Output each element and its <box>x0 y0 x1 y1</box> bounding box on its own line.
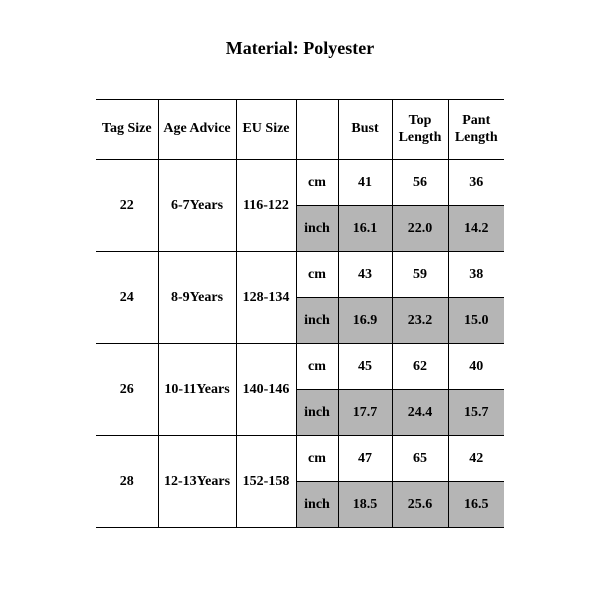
cell-bust-cm: 43 <box>338 252 392 298</box>
cell-pant-cm: 38 <box>448 252 504 298</box>
col-tag: Tag Size <box>96 100 158 160</box>
cell-bust-cm: 47 <box>338 436 392 482</box>
cell-top-inch: 23.2 <box>392 298 448 344</box>
cell-top-cm: 59 <box>392 252 448 298</box>
col-unit <box>296 100 338 160</box>
cell-bust-inch: 16.9 <box>338 298 392 344</box>
table-row: 22 6-7Years 116-122 cm 41 56 36 <box>96 160 504 206</box>
cell-top-inch: 22.0 <box>392 206 448 252</box>
size-table: Tag Size Age Advice EU Size Bust Top Len… <box>96 99 504 528</box>
cell-eu: 140-146 <box>236 344 296 436</box>
cell-unit-cm: cm <box>296 252 338 298</box>
header-row: Tag Size Age Advice EU Size Bust Top Len… <box>96 100 504 160</box>
page-title: Material: Polyester <box>0 38 600 59</box>
cell-tag: 28 <box>96 436 158 528</box>
cell-pant-inch: 14.2 <box>448 206 504 252</box>
cell-bust-inch: 17.7 <box>338 390 392 436</box>
cell-unit-cm: cm <box>296 436 338 482</box>
cell-pant-inch: 15.0 <box>448 298 504 344</box>
cell-top-cm: 65 <box>392 436 448 482</box>
page: Material: Polyester Tag Size Age Advice … <box>0 0 600 600</box>
cell-eu: 152-158 <box>236 436 296 528</box>
col-eu: EU Size <box>236 100 296 160</box>
cell-unit-inch: inch <box>296 482 338 528</box>
cell-age: 8-9Years <box>158 252 236 344</box>
cell-tag: 24 <box>96 252 158 344</box>
table-row: 28 12-13Years 152-158 cm 47 65 42 <box>96 436 504 482</box>
cell-unit-cm: cm <box>296 344 338 390</box>
cell-pant-cm: 36 <box>448 160 504 206</box>
col-pant: Pant Length <box>448 100 504 160</box>
cell-unit-inch: inch <box>296 206 338 252</box>
cell-pant-inch: 16.5 <box>448 482 504 528</box>
cell-age: 10-11Years <box>158 344 236 436</box>
cell-unit-cm: cm <box>296 160 338 206</box>
table-row: 26 10-11Years 140-146 cm 45 62 40 <box>96 344 504 390</box>
cell-unit-inch: inch <box>296 390 338 436</box>
cell-tag: 26 <box>96 344 158 436</box>
cell-age: 6-7Years <box>158 160 236 252</box>
table-row: 24 8-9Years 128-134 cm 43 59 38 <box>96 252 504 298</box>
cell-tag: 22 <box>96 160 158 252</box>
cell-pant-inch: 15.7 <box>448 390 504 436</box>
cell-eu: 116-122 <box>236 160 296 252</box>
cell-bust-cm: 45 <box>338 344 392 390</box>
col-bust: Bust <box>338 100 392 160</box>
cell-pant-cm: 42 <box>448 436 504 482</box>
cell-top-inch: 24.4 <box>392 390 448 436</box>
col-top: Top Length <box>392 100 448 160</box>
col-age: Age Advice <box>158 100 236 160</box>
table-body: 22 6-7Years 116-122 cm 41 56 36 inch 16.… <box>96 160 504 528</box>
cell-eu: 128-134 <box>236 252 296 344</box>
cell-age: 12-13Years <box>158 436 236 528</box>
cell-top-cm: 62 <box>392 344 448 390</box>
cell-pant-cm: 40 <box>448 344 504 390</box>
cell-bust-cm: 41 <box>338 160 392 206</box>
cell-bust-inch: 18.5 <box>338 482 392 528</box>
cell-top-cm: 56 <box>392 160 448 206</box>
cell-unit-inch: inch <box>296 298 338 344</box>
cell-top-inch: 25.6 <box>392 482 448 528</box>
cell-bust-inch: 16.1 <box>338 206 392 252</box>
